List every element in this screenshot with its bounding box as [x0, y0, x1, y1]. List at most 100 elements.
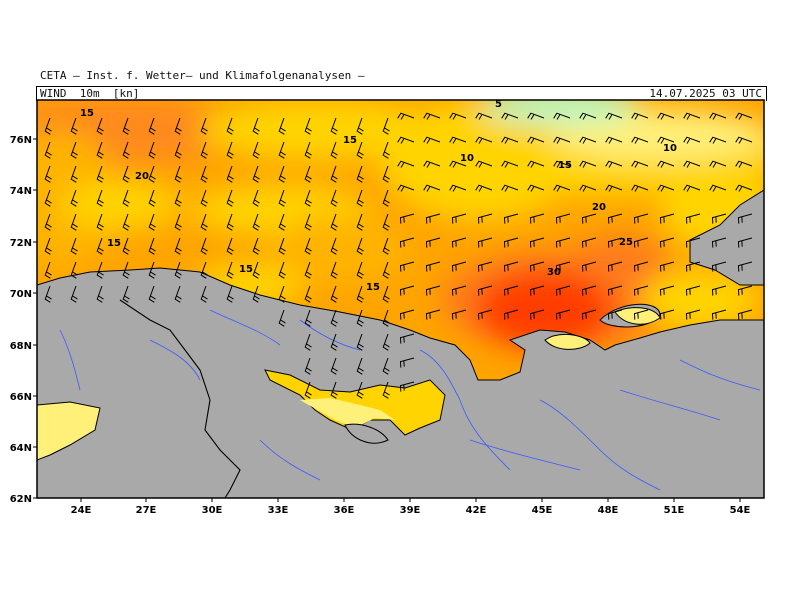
white-sea	[264, 369, 446, 436]
wind-barb	[200, 237, 208, 255]
wind-barb	[356, 261, 364, 279]
wind-barb	[503, 237, 519, 248]
contour-label: 15	[343, 135, 357, 146]
lon-label: 39E	[400, 505, 421, 516]
wind-barb	[631, 112, 649, 120]
wind-barb	[477, 213, 493, 224]
wind-barb	[423, 160, 441, 168]
wind-barb	[711, 237, 727, 248]
wind-barb	[122, 141, 130, 159]
wind-barb	[425, 261, 441, 272]
wind-barb	[382, 165, 390, 183]
wind-barb	[382, 117, 390, 135]
wind-barb	[122, 213, 130, 231]
wind-barb	[356, 285, 364, 303]
wind-barb	[44, 117, 52, 135]
contour-label: 25	[619, 237, 633, 248]
wind-barb	[683, 112, 701, 120]
wind-barb	[382, 237, 390, 255]
wind-barb	[477, 261, 493, 272]
wind-barb	[399, 285, 415, 296]
wind-barb	[44, 285, 52, 303]
wind-barb	[96, 165, 104, 183]
wind-barb	[304, 117, 312, 135]
contour-label: 15	[366, 282, 380, 293]
wind-barb	[451, 261, 467, 272]
wind-barb	[200, 261, 208, 279]
wind-barb	[330, 333, 338, 351]
wind-barb	[555, 237, 571, 248]
wind-barb	[174, 261, 182, 279]
wind-barb	[475, 136, 493, 144]
wind-barb	[737, 213, 753, 224]
wind-barb	[685, 237, 701, 248]
lat-label: 66N	[10, 392, 32, 403]
wind-barb	[477, 285, 493, 296]
wind-barb	[356, 117, 364, 135]
wind-barb	[382, 189, 390, 207]
wind-barb	[527, 112, 545, 120]
wind-barb	[96, 261, 104, 279]
country-border	[119, 299, 241, 498]
contour-label: 10	[460, 153, 474, 164]
wind-barb	[382, 141, 390, 159]
wind-barb	[70, 189, 78, 207]
wind-barb	[605, 160, 623, 168]
wind-barb	[501, 112, 519, 120]
wind-barb	[252, 141, 260, 159]
wind-barb	[148, 213, 156, 231]
wind-barb	[70, 285, 78, 303]
wind-barb	[226, 261, 234, 279]
wind-barb	[529, 237, 545, 248]
wind-barb	[356, 165, 364, 183]
wind-barb	[70, 213, 78, 231]
wind-barb	[174, 189, 182, 207]
lat-label: 72N	[10, 238, 32, 249]
lon-label: 48E	[598, 505, 619, 516]
wind-barb	[330, 117, 338, 135]
wind-barb	[330, 381, 338, 399]
wind-barb	[148, 141, 156, 159]
contour-label: 15	[107, 238, 121, 249]
wind-barb	[579, 184, 597, 192]
wind-barb	[633, 309, 649, 320]
wind-barb	[529, 309, 545, 320]
wind-barb	[252, 213, 260, 231]
wind-barb	[527, 136, 545, 144]
wind-barb	[555, 285, 571, 296]
wind-barb	[356, 357, 364, 375]
wind-barb	[304, 309, 312, 327]
wind-barb	[278, 213, 286, 231]
wind-barb	[451, 213, 467, 224]
wind-barb	[174, 117, 182, 135]
wind-barb	[304, 213, 312, 231]
wind-barb	[304, 261, 312, 279]
wind-barb	[737, 261, 753, 272]
wind-barb	[252, 189, 260, 207]
wind-barb	[529, 213, 545, 224]
wind-barb	[475, 112, 493, 120]
contour-label: 15	[239, 264, 253, 275]
wind-barb	[382, 285, 390, 303]
wind-barb	[553, 112, 571, 120]
wind-barb	[449, 184, 467, 192]
wind-barb	[631, 160, 649, 168]
wind-barb	[737, 309, 753, 320]
wind-barb	[633, 261, 649, 272]
wind-barb	[330, 261, 338, 279]
wind-barb	[330, 357, 338, 375]
wind-barb	[657, 136, 675, 144]
wind-barb	[174, 213, 182, 231]
wind-barb	[709, 160, 727, 168]
wind-barb	[631, 136, 649, 144]
contour-label: 15	[558, 160, 572, 171]
wind-barb	[475, 160, 493, 168]
wind-barb	[174, 165, 182, 183]
wind-barb	[607, 285, 623, 296]
wind-barb	[425, 213, 441, 224]
lon-label: 24E	[71, 505, 92, 516]
lon-label: 33E	[268, 505, 289, 516]
valid-time: 14.07.2025 03 UTC	[649, 87, 762, 100]
wind-barb	[252, 237, 260, 255]
wind-barb	[581, 285, 597, 296]
